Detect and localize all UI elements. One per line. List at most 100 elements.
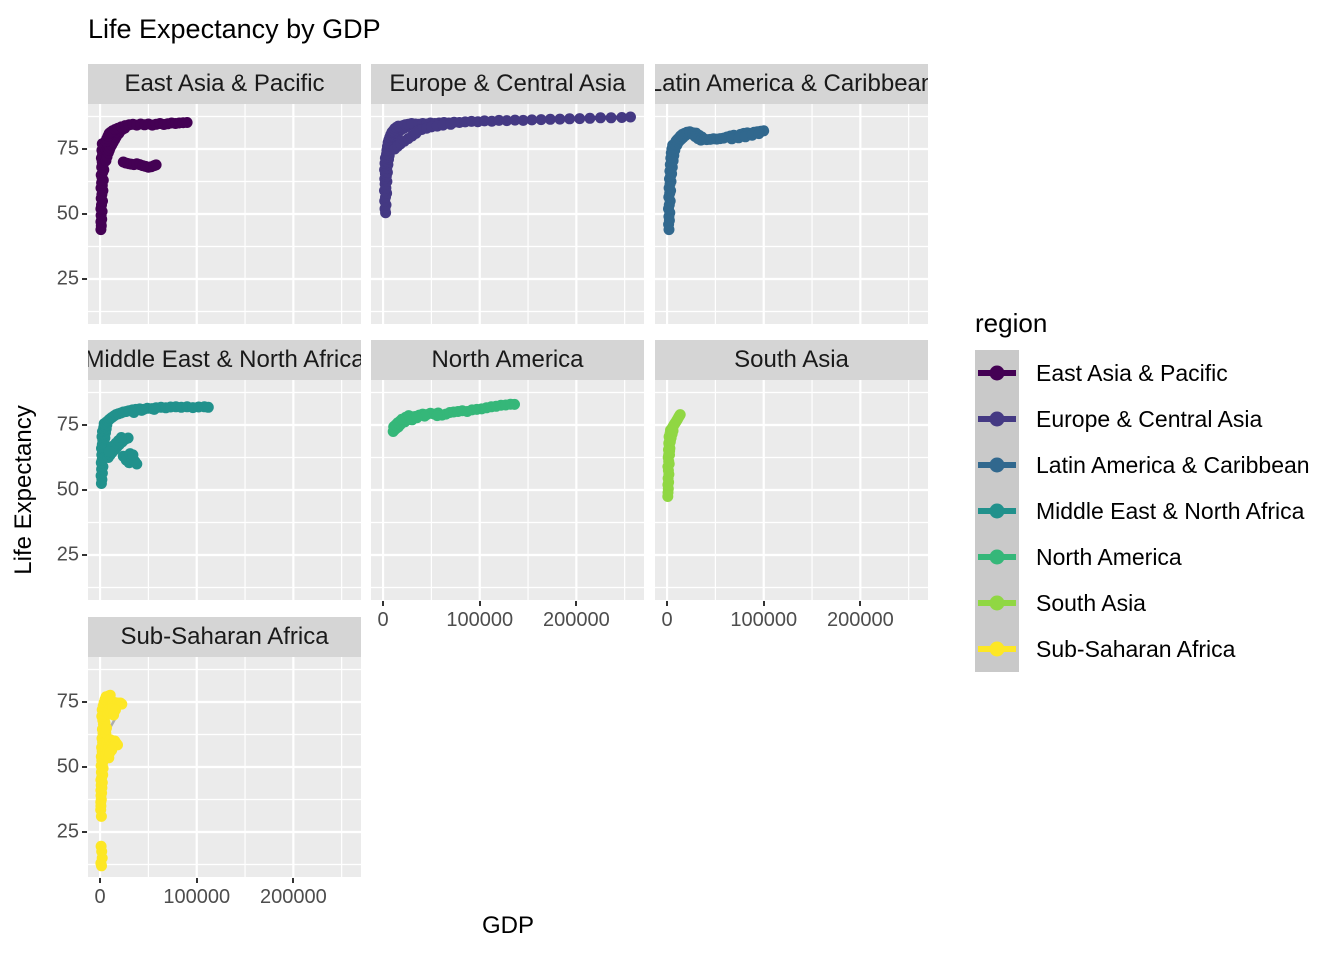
legend-entry-north-america: North America [975,534,1310,580]
legend-label: Europe & Central Asia [1036,405,1263,432]
legend-swatch-dot [989,641,1005,657]
x-axis-title: GDP [481,912,535,939]
legend-label: Latin America & Caribbean [1036,451,1310,478]
chart-title: Life Expectancy by GDP [88,14,381,44]
legend-swatch-east-asia-and-pacific [978,365,1016,381]
x-tick-label: 100000 [163,886,231,908]
legend-label: Sub-Saharan Africa [1036,635,1236,662]
y-tick-label: 75 [56,413,79,436]
x-tick-label: 0 [661,609,673,631]
series-points-east-asia-and-pacific [95,117,193,236]
x-tick-mark [762,601,765,606]
legend-entries: East Asia & Pacific Europe & Central Asia… [975,350,1310,672]
legend-label: North America [1036,543,1182,570]
facet-panel-north-america [371,380,644,600]
y-tick-mark [82,700,87,703]
legend-label: Middle East & North Africa [1036,497,1305,524]
legend-title: region [975,308,1048,338]
legend-key-north-america [975,534,1019,580]
facet-strip-label: East Asia & Pacific [124,70,325,97]
legend-key-europe-and-central-asia [975,396,1019,442]
x-tick-mark [666,601,669,606]
facet-strip-latin-america-and-caribbean: Latin America & Caribbean [655,64,928,104]
facet-strip-label: South Asia [734,346,849,373]
series-points-latin-america-and-caribbean [663,125,770,236]
legend-key-middle-east-and-north-africa [975,488,1019,534]
legend-swatch-dot [989,457,1005,473]
x-tick-mark [575,601,578,606]
y-tick-mark [82,554,87,556]
y-tick-label: 25 [56,267,79,290]
legend-swatch-sub-saharan-africa [978,641,1016,657]
grid-major [88,380,361,600]
facet-strip-middle-east-and-north-africa: Middle East & North Africa [88,340,361,380]
x-tick-label: 200000 [259,886,327,908]
series-points-sub-saharan-africa [95,689,128,872]
y-tick-mark [82,147,87,150]
y-tick-label: 75 [56,690,79,713]
x-tick-label: 100000 [446,609,514,631]
legend-entry-middle-east-and-north-africa: Middle East & North Africa [975,488,1310,534]
y-tick-mark [82,766,87,768]
x-tick-label: 0 [377,609,389,631]
legend-key-east-asia-and-pacific [975,350,1019,396]
facet-panel-latin-america-and-caribbean [655,104,928,324]
facet-strip-sub-saharan-africa: Sub-Saharan Africa [88,617,361,657]
grid-major [655,104,928,324]
legend-entry-east-asia-and-pacific: East Asia & Pacific [975,350,1310,396]
facet-panel-middle-east-and-north-africa [88,380,361,600]
legend-swatch-europe-and-central-asia [978,411,1016,427]
x-tick-mark [195,878,198,883]
legend-key-latin-america-and-caribbean [975,442,1019,488]
y-tick-mark [82,489,87,491]
facet-strip-south-asia: South Asia [655,340,928,380]
y-tick-label: 75 [56,137,79,160]
facet-strip-europe-and-central-asia: Europe & Central Asia [371,64,644,104]
facet-strip-east-asia-and-pacific: East Asia & Pacific [88,64,361,104]
legend-swatch-north-america [978,549,1016,565]
series-points-north-america [387,398,520,437]
legend-swatch-latin-america-and-caribbean [978,457,1016,473]
facet-panel-europe-and-central-asia [371,104,644,324]
legend-entry-south-asia: South Asia [975,580,1310,626]
y-tick-mark [82,213,87,215]
facet-strip-label: Latin America & Caribbean [655,70,928,97]
legend-swatch-dot [989,365,1005,381]
grid-minor [88,104,361,324]
legend-swatch-middle-east-and-north-africa [978,503,1016,519]
x-tick-label: 200000 [826,609,894,631]
legend-swatch-dot [989,549,1005,565]
y-tick-label: 50 [56,202,79,225]
legend-key-south-asia [975,580,1019,626]
x-tick-mark [292,878,295,883]
x-tick-label: 0 [94,886,106,908]
series-points-south-asia [662,409,686,502]
series-points-europe-and-central-asia [379,111,636,219]
legend-swatch-dot [989,595,1005,611]
x-tick-mark [478,601,481,606]
facet-strip-label: Sub-Saharan Africa [120,623,329,650]
legend-label: East Asia & Pacific [1036,359,1228,386]
y-axis-title: Life Expectancy [10,405,37,575]
legend-swatch-dot [989,411,1005,427]
grid-major [371,104,644,324]
facet-panel-east-asia-and-pacific [88,104,361,324]
x-tick-mark [99,878,102,883]
y-tick-label: 25 [56,543,79,566]
legend-entry-latin-america-and-caribbean: Latin America & Caribbean [975,442,1310,488]
legend-label: South Asia [1036,589,1146,616]
x-tick-label: 100000 [730,609,798,631]
facet-strip-label: Middle East & North Africa [88,346,361,373]
facet-strip-north-america: North America [371,340,644,380]
legend: region East Asia & Pacific Europe & Centr… [975,308,1310,672]
y-tick-mark [82,423,87,426]
facet-strip-label: Europe & Central Asia [389,70,626,97]
y-tick-label: 50 [56,478,79,501]
y-tick-label: 25 [56,820,79,843]
legend-swatch-dot [989,503,1005,519]
legend-entry-europe-and-central-asia: Europe & Central Asia [975,396,1310,442]
legend-entry-sub-saharan-africa: Sub-Saharan Africa [975,626,1310,672]
facet-panel-sub-saharan-africa [88,657,361,877]
facet-panel-south-asia [655,380,928,600]
